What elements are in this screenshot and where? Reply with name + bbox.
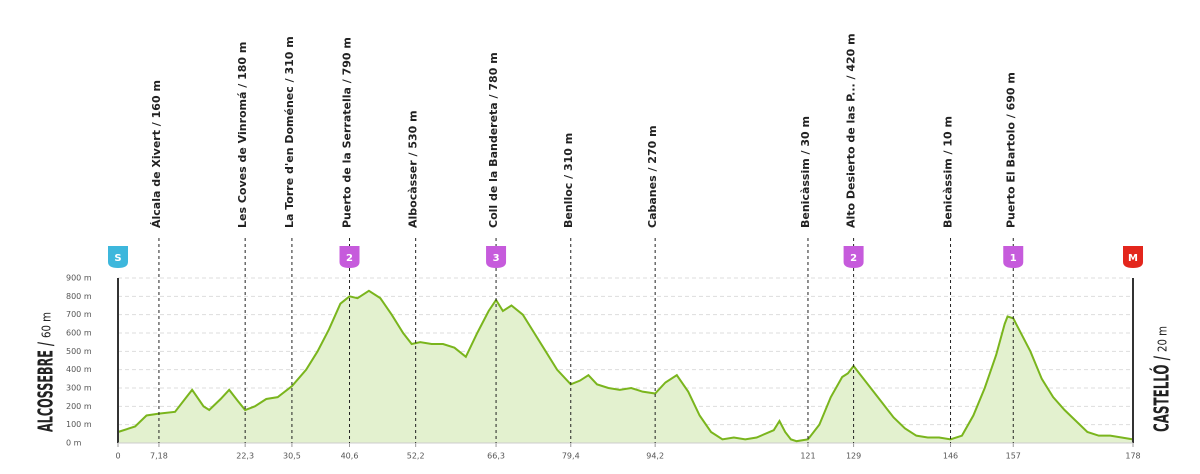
waypoint-label: Benicàssim / 10 m — [942, 116, 955, 228]
waypoint-label: Coll de la Bandereta / 780 m — [487, 52, 500, 228]
marker-label: 1 — [1010, 253, 1017, 264]
marker-label: 2 — [346, 253, 353, 264]
waypoint-label: Puerto El Bartolo / 690 m — [1004, 72, 1017, 228]
start-elevation: 60 m — [40, 312, 54, 338]
y-tick-label: 300 m — [66, 384, 92, 393]
x-tick-label: 146 — [943, 452, 958, 461]
start-name: ALCOSSEBRE / — [34, 342, 58, 432]
marker-label: 2 — [850, 253, 857, 264]
waypoint-label: Cabanes / 270 m — [646, 125, 659, 228]
y-tick-label: 200 m — [66, 402, 92, 411]
finish-elevation: 20 m — [1156, 326, 1170, 352]
y-tick-label: 900 m — [66, 274, 92, 283]
waypoint-label: Albocàsser / 530 m — [407, 110, 420, 228]
y-tick-label: 100 m — [66, 420, 92, 429]
elevation-line — [117, 289, 1134, 443]
marker-badge — [339, 246, 360, 268]
marker-label: S — [114, 253, 121, 264]
marker-badge — [1123, 246, 1143, 268]
y-tick-label: 700 m — [66, 310, 92, 319]
y-tick-label: 400 m — [66, 365, 92, 374]
y-tick-label: 800 m — [66, 292, 92, 301]
x-tick-label: 121 — [800, 452, 815, 461]
y-tick-label: 500 m — [66, 347, 92, 356]
x-tick-label: 66,3 — [487, 452, 505, 461]
marker-label: M — [1128, 253, 1138, 264]
finish-name: CASTELLÓ / — [1150, 356, 1174, 432]
x-tick-label: 79,4 — [562, 452, 580, 461]
waypoint-label: Les Coves de Vinromá / 180 m — [236, 42, 249, 228]
x-tick-label: 30,5 — [283, 452, 301, 461]
marker-badge — [108, 246, 128, 268]
x-tick-label: 157 — [1006, 452, 1021, 461]
x-tick-label: 94,2 — [646, 452, 664, 461]
x-tick-label: 22,3 — [236, 452, 254, 461]
marker-badge — [1003, 246, 1024, 268]
waypoint-label: Benlloc / 310 m — [562, 133, 575, 228]
marker-label: 3 — [493, 253, 500, 264]
marker-badge — [486, 246, 507, 268]
x-tick-label: 178 — [1125, 452, 1140, 461]
waypoint-label: Benicàssim / 30 m — [799, 116, 812, 228]
waypoint-label: Álcala de Xivert / 160 m — [150, 80, 163, 228]
elevation-area — [118, 290, 1133, 443]
y-tick-label: 600 m — [66, 329, 92, 338]
x-tick-label: 7,18 — [150, 452, 168, 461]
y-tick-label: 0 m — [66, 439, 82, 448]
x-tick-label: 0 — [115, 452, 120, 461]
waypoint-label: Puerto de la Serratella / 790 m — [341, 37, 354, 228]
waypoint-label: La Torre d'en Doménec / 310 m — [283, 36, 296, 228]
x-tick-label: 52,2 — [407, 452, 425, 461]
x-tick-label: 129 — [846, 452, 861, 461]
waypoint-label: Alto Desierto de las P... / 420 m — [845, 33, 858, 228]
marker-badge — [843, 246, 864, 268]
x-tick-label: 40,6 — [341, 452, 359, 461]
